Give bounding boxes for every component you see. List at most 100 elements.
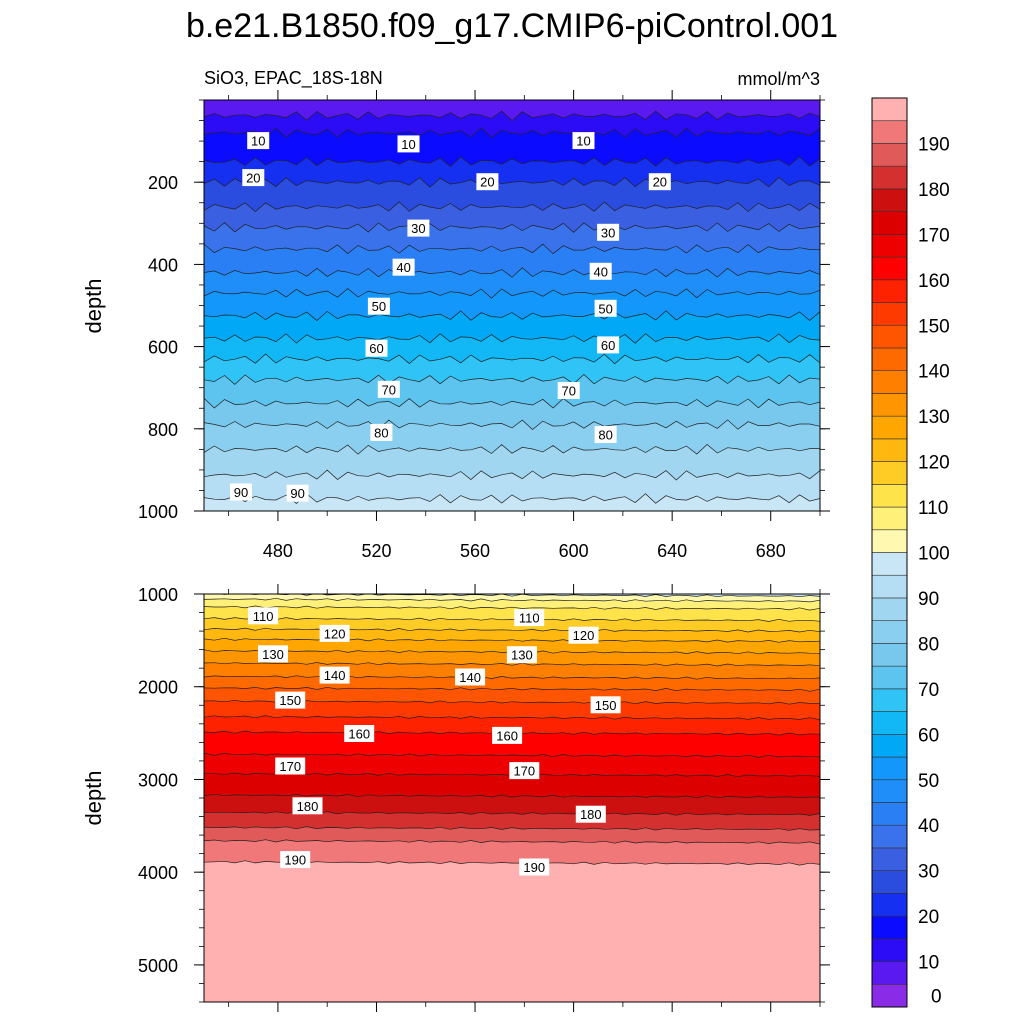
colorbar-swatch [871, 120, 908, 144]
colorbar-swatch [871, 506, 908, 531]
colorbar-swatch [871, 415, 908, 440]
colorbar-tick-label: 180 [918, 180, 950, 201]
colorbar-tick-label: 10 [918, 953, 939, 974]
contour-line-180 [204, 826, 820, 831]
contour-label-text: 180 [297, 799, 319, 814]
contour-label: 140 [319, 666, 350, 684]
colorbar-swatch [871, 165, 908, 190]
colorbar-swatch [871, 983, 908, 1008]
contour-line-185 [204, 839, 820, 845]
contour-label: 60 [365, 339, 388, 357]
colorbar-swatch [871, 733, 908, 758]
colorbar-tick-label: 50 [918, 771, 939, 792]
contour-label-text: 130 [262, 647, 284, 662]
contour-label: 120 [568, 626, 599, 644]
y-tick-label: 200 [148, 173, 178, 193]
colorbar-swatch [871, 824, 908, 849]
colorbar-swatch [871, 188, 908, 212]
colorbar-swatch [871, 870, 908, 894]
contour-line-105 [204, 605, 820, 611]
contour-label-text: 160 [496, 728, 518, 743]
colorbar-tick-label: 60 [918, 725, 939, 746]
contour-label: 10 [247, 132, 270, 150]
contour-label: 20 [648, 173, 671, 191]
contour-line-60 [204, 353, 820, 365]
contour-label: 50 [367, 297, 390, 315]
contour-label-text: 40 [396, 260, 410, 275]
colorbar-swatch [871, 302, 908, 326]
colorbar-swatch [871, 915, 908, 940]
colorbar-swatch [871, 484, 908, 508]
contour-label: 110 [514, 609, 545, 627]
y-tick-label: 400 [148, 255, 178, 275]
contour-label: 140 [455, 668, 486, 686]
contour-label: 80 [370, 423, 393, 441]
y-tick-label: 2000 [138, 678, 178, 698]
colorbar-tick-label: 0 [931, 987, 942, 1008]
contour-line-110 [204, 617, 820, 622]
y-tick-label: 800 [148, 420, 178, 440]
contour-line-65 [204, 374, 820, 385]
y-tick-label: 1000 [138, 502, 178, 522]
contour-line-70 [204, 398, 820, 409]
contour-label: 30 [597, 223, 620, 241]
y-tick-label: 4000 [138, 863, 178, 883]
colorbar-tick-label: 20 [918, 907, 939, 928]
contour-line-115 [204, 627, 820, 633]
colorbar-tick-label: 30 [918, 862, 939, 883]
contour-line-35 [204, 243, 820, 255]
contour-label-text: 110 [519, 611, 540, 626]
contour-label: 70 [377, 380, 400, 398]
colorbar-swatch [871, 393, 908, 417]
contour-label: 60 [597, 336, 620, 354]
contour-label: 20 [476, 173, 499, 191]
x-tick-label: 600 [559, 541, 589, 561]
colorbar-swatch [871, 279, 908, 303]
y-tick-label: 5000 [138, 956, 178, 976]
colorbar-tick-label: 170 [918, 225, 950, 246]
contour-label: 40 [589, 262, 612, 280]
contour-label-text: 190 [523, 860, 545, 875]
contour-line-50 [204, 310, 820, 321]
upper-y-axis-label: depth [81, 278, 106, 333]
contour-label: 20 [242, 169, 265, 187]
colorbar-swatch [871, 370, 908, 394]
contour-label-text: 70 [382, 382, 396, 397]
contour-label-text: 170 [513, 764, 535, 779]
upper-panel: 10 10 10 20 20 20 30 30 40 40 50 50 60 60 70 70 80 80 90 90… [138, 90, 830, 561]
contour-label: 150 [590, 696, 621, 714]
contour-label: 10 [572, 132, 595, 150]
contour-band-95 [204, 594, 820, 597]
contour-label: 10 [397, 135, 420, 153]
contour-label-text: 20 [480, 175, 494, 190]
subtitle-right: mmol/m^3 [738, 69, 820, 89]
contour-label-text: 70 [561, 384, 575, 399]
contour-line-20 [204, 177, 820, 188]
contour-line-100 [204, 597, 820, 603]
colorbar-tick-label: 100 [918, 544, 950, 565]
y-tick-label: 1000 [138, 585, 178, 605]
x-tick-label: 680 [756, 541, 786, 561]
contour-line-5 [204, 110, 820, 122]
colorbar-swatch [871, 438, 908, 462]
contour-label: 160 [344, 725, 375, 742]
contour-label: 190 [519, 858, 550, 876]
contour-label: 170 [509, 762, 540, 780]
contour-line-145 [204, 699, 820, 705]
contour-line-95 [204, 594, 820, 598]
colorbar-swatch [871, 234, 908, 258]
contour-label: 130 [506, 646, 537, 664]
colorbar-swatch [871, 529, 908, 553]
contour-label: 190 [280, 851, 311, 869]
colorbar-swatch [871, 620, 908, 644]
colorbar-tick-label: 160 [918, 271, 950, 292]
contour-line-170 [204, 793, 820, 799]
colorbar-tick-label: 90 [918, 589, 939, 610]
contour-label-text: 160 [348, 727, 370, 742]
contour-line-130 [204, 662, 820, 667]
contour-label: 160 [492, 726, 523, 744]
contour-line-10 [204, 127, 820, 138]
contour-band-5 [204, 100, 820, 121]
colorbar-swatch [871, 961, 908, 985]
